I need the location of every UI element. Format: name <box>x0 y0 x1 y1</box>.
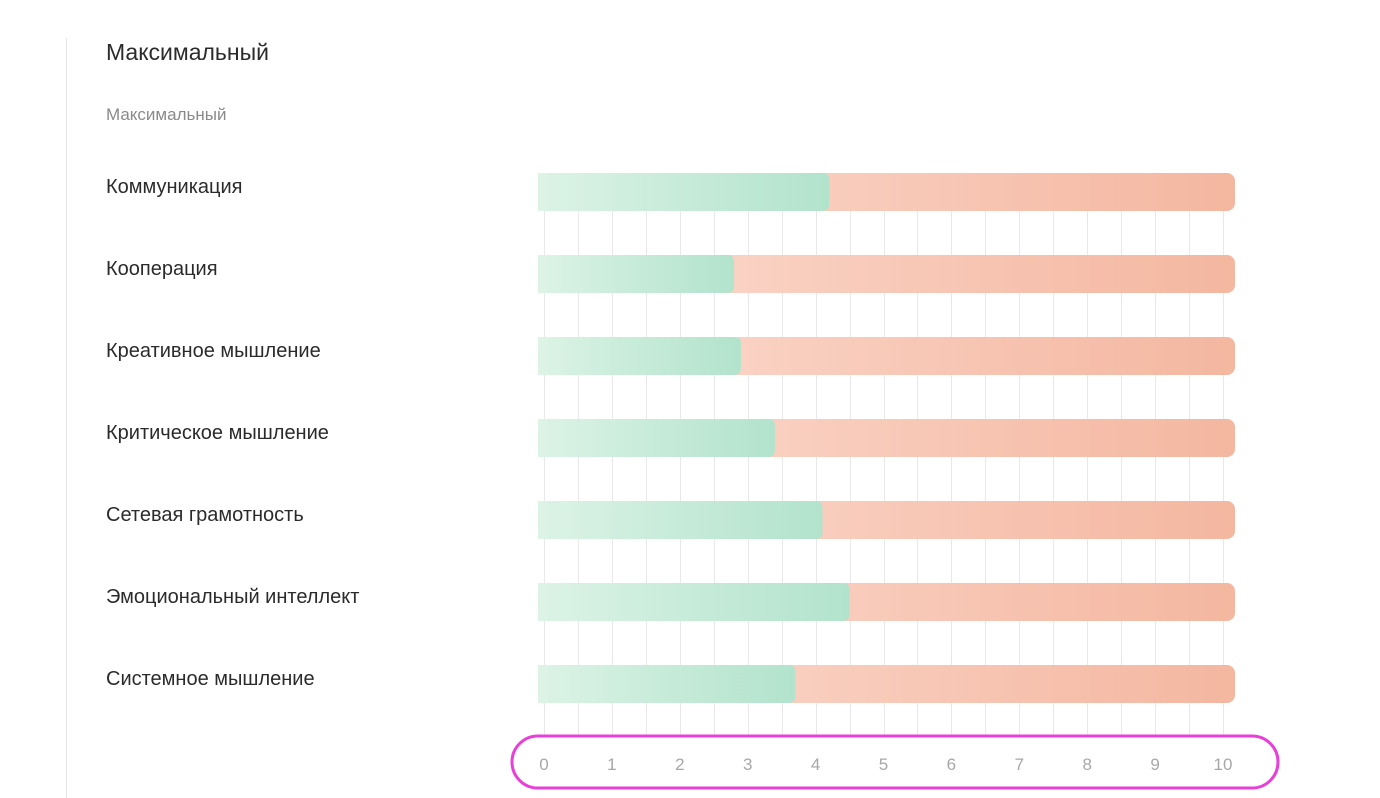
bar-row-5 <box>538 583 1235 621</box>
bars <box>538 173 1235 703</box>
axis-highlight-ring <box>510 734 1280 790</box>
x-tick-label: 5 <box>879 755 888 774</box>
x-axis: 0 1 2 3 4 5 6 7 8 9 10 <box>539 755 1232 774</box>
bar-value <box>538 419 775 457</box>
bar-remainder <box>538 665 1235 703</box>
bar-row-1 <box>538 255 1235 293</box>
bar-value <box>538 173 830 211</box>
bar-remainder <box>538 583 1235 621</box>
x-tick-label: 2 <box>675 755 684 774</box>
x-tick-label: 8 <box>1082 755 1091 774</box>
left-divider <box>66 38 67 798</box>
bar-value-edge <box>538 173 548 211</box>
category-label-1: Кооперация <box>106 258 218 280</box>
bar-value <box>538 665 796 703</box>
bar-row-0 <box>538 173 1235 211</box>
bar-value <box>538 255 735 293</box>
category-label-0: Коммуникация <box>106 176 243 198</box>
x-tick-label: 9 <box>1150 755 1159 774</box>
bar-remainder <box>538 255 1235 293</box>
bar-remainder <box>538 173 1235 211</box>
bar-value-edge <box>538 583 548 621</box>
bar-value <box>538 337 741 375</box>
bar-value-edge <box>538 665 548 703</box>
bar-row-6 <box>538 665 1235 703</box>
bar-value-edge <box>538 501 548 539</box>
category-label-3: Критическое мышление <box>106 422 329 444</box>
x-tick-label: 4 <box>811 755 820 774</box>
bar-row-4 <box>538 501 1235 539</box>
x-tick-label: 1 <box>607 755 616 774</box>
category-label-5: Эмоциональный интеллект <box>106 586 360 608</box>
grid-lines <box>544 210 1224 735</box>
bar-remainder <box>538 337 1235 375</box>
bar-value <box>538 501 823 539</box>
bar-remainder <box>538 419 1235 457</box>
x-tick-label: 10 <box>1214 755 1233 774</box>
bar-remainder <box>538 501 1235 539</box>
category-label-6: Системное мышление <box>106 668 315 690</box>
bar-value-edge <box>538 255 548 293</box>
bar-value-edge <box>538 419 548 457</box>
card-title: Максимальный <box>106 39 269 65</box>
x-tick-label: 6 <box>947 755 956 774</box>
bar-value <box>538 583 850 621</box>
x-tick-label: 7 <box>1015 755 1024 774</box>
bar-row-2 <box>538 337 1235 375</box>
bar-value-edge <box>538 337 548 375</box>
category-label-4: Сетевая грамотность <box>106 504 304 526</box>
category-label-2: Креативное мышление <box>106 340 321 362</box>
x-tick-label: 3 <box>743 755 752 774</box>
bar-row-3 <box>538 419 1235 457</box>
card-subtitle: Максимальный <box>106 105 227 124</box>
x-tick-label: 0 <box>539 755 548 774</box>
